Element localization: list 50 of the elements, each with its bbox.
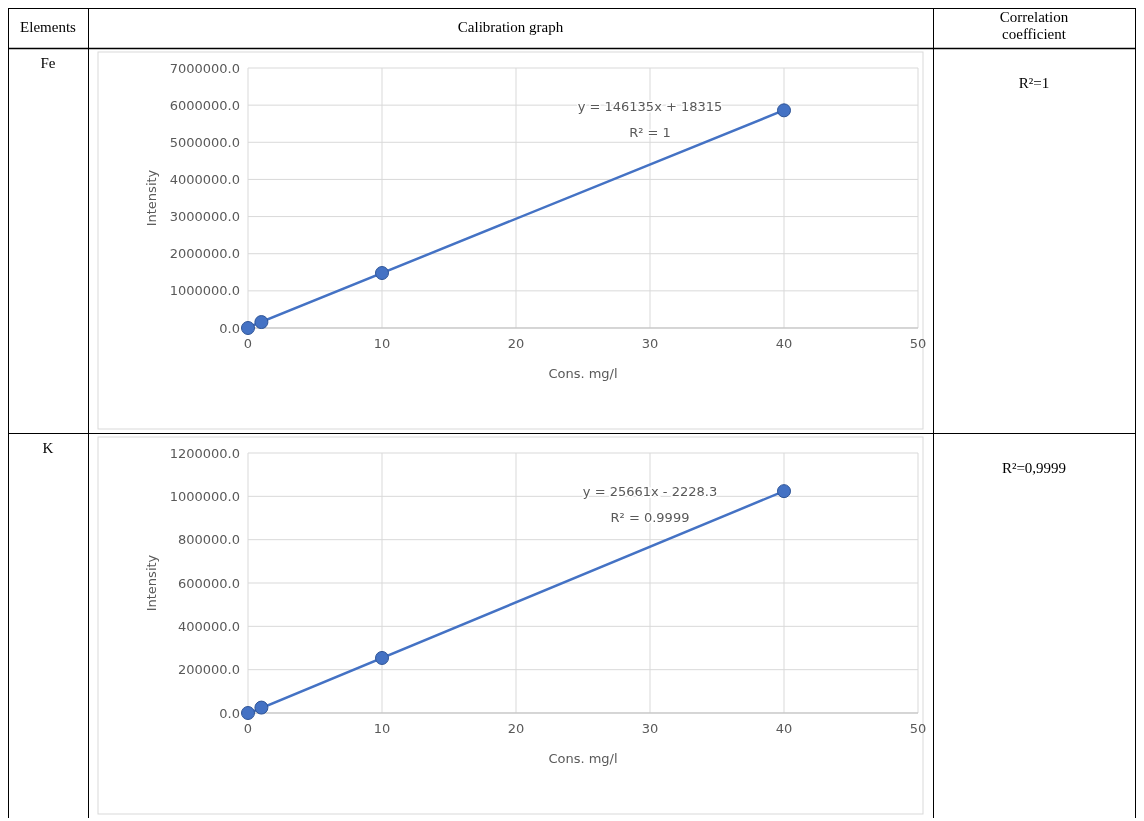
annotation: R² = 1 — [629, 124, 671, 140]
y-axis-title: Intensity — [144, 554, 159, 612]
text: Elements — [20, 19, 77, 35]
y-tick-label: 1200000.0 — [169, 445, 240, 461]
point — [777, 103, 791, 118]
point — [254, 315, 269, 330]
x-axis-title: Cons. mg/l — [548, 751, 618, 766]
y-tick-label: 0.0 — [219, 705, 240, 721]
y-tick-label: 1000000.0 — [169, 488, 240, 504]
x-tick-label: 10 — [373, 721, 391, 736]
x-axis-title: Cons. mg/l — [548, 366, 618, 381]
text: R²=1 — [1018, 75, 1050, 91]
text: Calibration graph — [457, 19, 564, 35]
y-tick-label: 600000.0 — [177, 575, 240, 591]
x-tick-label: 20 — [507, 336, 525, 351]
x-tick-label: 0 — [243, 336, 253, 351]
x-tick-label: 20 — [507, 721, 525, 736]
y-tick-label: 0.0 — [219, 320, 240, 336]
x-tick-label: 30 — [641, 336, 659, 351]
point — [241, 321, 255, 335]
x-tick-label: 30 — [641, 721, 659, 736]
point — [254, 700, 269, 715]
y-tick-label: 2000000.0 — [169, 246, 240, 262]
annotation: y = 146135x + 18315 — [577, 98, 723, 114]
point — [375, 650, 389, 665]
y-axis-title: Intensity — [144, 169, 159, 227]
point — [241, 706, 255, 720]
y-tick-label: 200000.0 — [177, 662, 240, 678]
y-tick-label: 800000.0 — [177, 532, 240, 548]
y-tick-label: 4000000.0 — [169, 171, 240, 187]
point — [777, 484, 791, 499]
annotation: y = 25661x - 2228.3 — [582, 483, 718, 499]
x-tick-label: 50 — [909, 336, 927, 351]
text: K — [42, 440, 54, 456]
x-tick-label: 40 — [775, 336, 793, 351]
point — [375, 266, 389, 281]
x-tick-label: 10 — [373, 336, 391, 351]
y-tick-label: 7000000.0 — [169, 60, 240, 76]
annotation: R² = 0.9999 — [610, 509, 690, 525]
x-tick-label: 50 — [909, 721, 927, 736]
y-tick-label: 6000000.0 — [169, 97, 240, 113]
y-tick-label: 1000000.0 — [169, 283, 240, 299]
y-tick-label: 3000000.0 — [169, 209, 240, 225]
text: Correlation coefficient — [999, 9, 1069, 42]
y-tick-label: 5000000.0 — [169, 134, 240, 150]
text: R²=0,9999 — [1001, 460, 1067, 476]
x-tick-label: 40 — [775, 721, 793, 736]
text: Fe — [40, 55, 56, 71]
y-tick-label: 400000.0 — [177, 618, 240, 634]
x-tick-label: 0 — [243, 721, 253, 736]
